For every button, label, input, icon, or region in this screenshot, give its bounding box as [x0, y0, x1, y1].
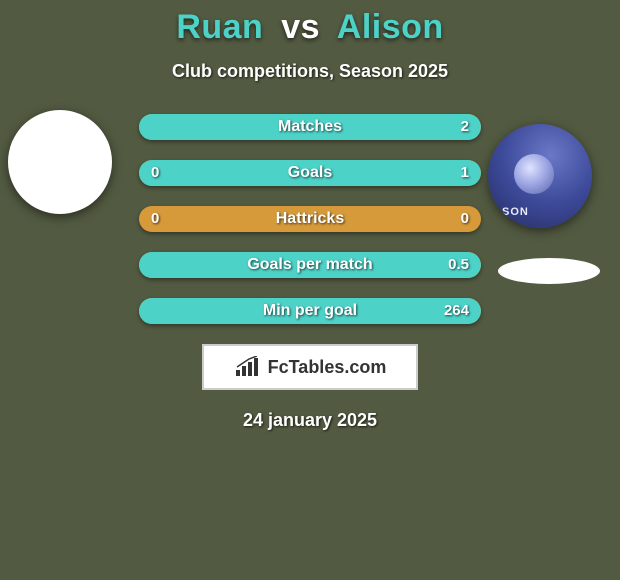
stat-row-matches: Matches 2: [139, 114, 481, 140]
stat-label: Min per goal: [139, 298, 481, 324]
subtitle: Club competitions, Season 2025: [0, 61, 620, 82]
branding-box: FcTables.com: [202, 344, 418, 390]
footer-date: 24 january 2025: [0, 410, 620, 431]
avatar-shadow: [498, 258, 600, 284]
stat-row-goals: 0 Goals 1: [139, 160, 481, 186]
avatar-placeholder-shape: [10, 128, 110, 164]
stat-label: Goals: [139, 160, 481, 186]
avatar-detail-shape: [514, 154, 554, 194]
stat-label: Matches: [139, 114, 481, 140]
stat-row-goals-per-match: Goals per match 0.5: [139, 252, 481, 278]
comparison-card: Ruan vs Alison Club competitions, Season…: [0, 0, 620, 580]
stat-row-hattricks: 0 Hattricks 0: [139, 206, 481, 232]
title-player1: Ruan: [176, 8, 263, 46]
title-vs: vs: [281, 8, 320, 46]
stat-value-right: 1: [461, 160, 469, 186]
stat-value-right: 264: [444, 298, 469, 324]
branding-text: FcTables.com: [268, 357, 387, 378]
stat-label: Hattricks: [139, 206, 481, 232]
stats-panel: Matches 2 0 Goals 1 0 Hattricks 0 Goals …: [139, 114, 481, 324]
stat-value-right: 0.5: [448, 252, 469, 278]
stat-label: Goals per match: [139, 252, 481, 278]
stat-value-right: 0: [461, 206, 469, 232]
avatar-caption: SON: [502, 206, 529, 218]
stat-row-min-per-goal: Min per goal 264: [139, 298, 481, 324]
player1-avatar: [8, 110, 112, 214]
avatar-placeholder-shape: [22, 176, 112, 208]
bar-chart-icon: [234, 356, 262, 378]
player2-avatar: SON: [488, 124, 592, 228]
stat-value-right: 2: [461, 114, 469, 140]
title-player2: Alison: [337, 8, 444, 46]
page-title: Ruan vs Alison: [0, 8, 620, 47]
